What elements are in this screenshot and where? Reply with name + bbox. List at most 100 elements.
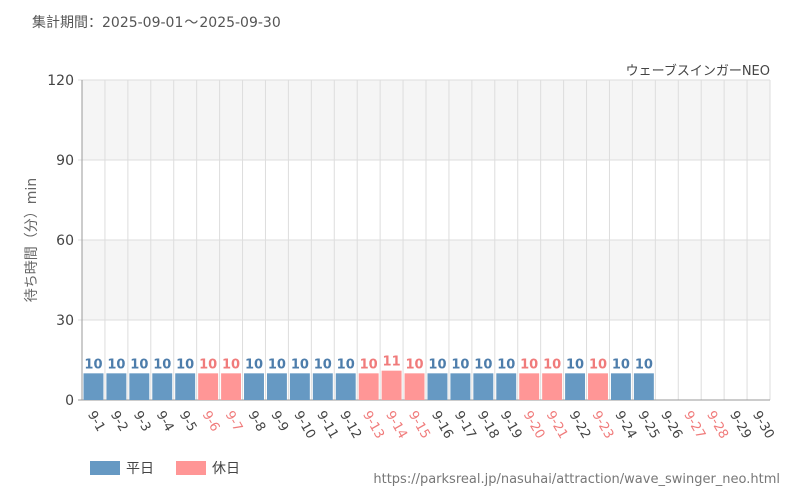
bar-value-label: 10 xyxy=(199,357,217,372)
x-tick-label: 9-18 xyxy=(474,409,502,442)
x-tick-label: 9-16 xyxy=(428,409,456,442)
y-tick-label: 120 xyxy=(47,73,74,89)
weekday-label: 平日 xyxy=(126,461,154,477)
bar-value-label: 10 xyxy=(612,357,630,372)
x-tick-label: 9-11 xyxy=(313,409,341,442)
period-end: 2025-09-30 xyxy=(199,15,281,31)
x-tick-label: 9-26 xyxy=(657,409,685,442)
bar xyxy=(519,373,540,400)
bar-value-label: 10 xyxy=(405,357,423,372)
bar xyxy=(221,373,242,400)
bar-value-label: 10 xyxy=(107,357,125,372)
holiday-swatch xyxy=(176,461,206,475)
bar xyxy=(496,373,517,400)
bar-value-label: 10 xyxy=(543,357,561,372)
x-tick-label: 9-10 xyxy=(290,409,318,442)
bar xyxy=(198,373,219,400)
x-tick-label: 9-6 xyxy=(199,409,223,435)
bar xyxy=(129,373,150,400)
x-tick-label: 9-23 xyxy=(589,409,617,442)
period-label: 集計期間： xyxy=(32,15,102,31)
x-tick-label: 9-27 xyxy=(680,409,708,442)
bar xyxy=(106,373,127,400)
bar-value-label: 10 xyxy=(268,357,286,372)
x-tick-label: 9-24 xyxy=(611,409,639,442)
weekday-swatch xyxy=(90,461,120,475)
bar-value-label: 10 xyxy=(84,357,102,372)
x-tick-label: 9-8 xyxy=(245,409,269,435)
x-tick-label: 9-21 xyxy=(543,409,571,442)
bar xyxy=(358,373,379,400)
bar xyxy=(289,373,310,400)
y-tick-label: 30 xyxy=(56,313,74,329)
holiday-label: 休日 xyxy=(212,461,240,477)
bar xyxy=(565,373,586,400)
bar xyxy=(427,373,448,400)
bar-value-label: 10 xyxy=(589,357,607,372)
bar xyxy=(175,373,196,400)
y-tick-label: 0 xyxy=(65,393,74,409)
x-tick-label: 9-2 xyxy=(107,409,131,435)
x-tick-label: 9-3 xyxy=(130,409,154,435)
attraction-name: ウェーブスインガーNEO xyxy=(626,63,770,79)
period-start: 2025-09-01 xyxy=(102,15,184,31)
x-tick-label: 9-28 xyxy=(703,409,731,442)
bar xyxy=(450,373,471,400)
x-tick-label: 9-20 xyxy=(520,409,548,442)
bar xyxy=(266,373,287,400)
bar-value-label: 10 xyxy=(291,357,309,372)
x-tick-label: 9-25 xyxy=(634,409,662,442)
chart-legend: 平日 休日 xyxy=(90,458,240,478)
x-tick-label: 9-1 xyxy=(84,409,108,435)
bar xyxy=(312,373,333,400)
bar xyxy=(381,370,402,400)
bar-value-label: 10 xyxy=(474,357,492,372)
bar-value-label: 10 xyxy=(566,357,584,372)
x-tick-label: 9-22 xyxy=(566,409,594,442)
bar-value-label: 11 xyxy=(383,355,401,370)
x-tick-label: 9-12 xyxy=(336,409,364,442)
bar-value-label: 10 xyxy=(635,357,653,372)
bar-value-label: 10 xyxy=(153,357,171,372)
x-tick-label: 9-9 xyxy=(267,409,291,435)
bar-value-label: 10 xyxy=(245,357,263,372)
bar xyxy=(335,373,356,400)
bar-value-label: 10 xyxy=(130,357,148,372)
y-tick-label: 90 xyxy=(56,153,74,169)
bar-value-label: 10 xyxy=(222,357,240,372)
source-url: https://parksreal.jp/nasuhai/attraction/… xyxy=(373,472,780,487)
period-separator: ～ xyxy=(184,15,199,31)
y-tick-label: 60 xyxy=(56,233,74,249)
x-tick-label: 9-4 xyxy=(153,409,177,435)
legend-holiday: 休日 xyxy=(176,458,240,478)
bar xyxy=(588,373,608,400)
x-tick-label: 9-19 xyxy=(497,409,525,442)
bar-value-label: 10 xyxy=(360,357,378,372)
x-tick-label: 9-7 xyxy=(222,409,246,435)
bar-value-label: 10 xyxy=(520,357,538,372)
bar xyxy=(83,373,104,400)
bar-value-label: 10 xyxy=(176,357,194,372)
x-tick-label: 9-29 xyxy=(726,409,754,442)
bar-value-label: 10 xyxy=(497,357,515,372)
x-tick-label: 9-14 xyxy=(382,409,410,442)
bar xyxy=(244,373,264,400)
bar xyxy=(473,373,494,400)
bar xyxy=(542,373,563,400)
bar-value-label: 10 xyxy=(428,357,446,372)
bar-value-label: 10 xyxy=(451,357,469,372)
legend-weekday: 平日 xyxy=(90,458,154,478)
x-tick-label: 9-17 xyxy=(451,409,479,442)
bar xyxy=(610,373,631,400)
bar xyxy=(633,373,654,400)
x-tick-label: 9-13 xyxy=(359,409,387,442)
aggregation-period: 集計期間：2025-09-01～2025-09-30 xyxy=(32,12,281,32)
bar xyxy=(404,373,425,400)
y-axis-title: 待ち時間（分）min xyxy=(24,178,40,302)
x-tick-label: 9-15 xyxy=(405,409,433,442)
x-tick-label: 9-5 xyxy=(176,409,200,435)
bar xyxy=(152,373,173,400)
bar-value-label: 10 xyxy=(337,357,355,372)
x-tick-label: 9-30 xyxy=(749,409,777,442)
